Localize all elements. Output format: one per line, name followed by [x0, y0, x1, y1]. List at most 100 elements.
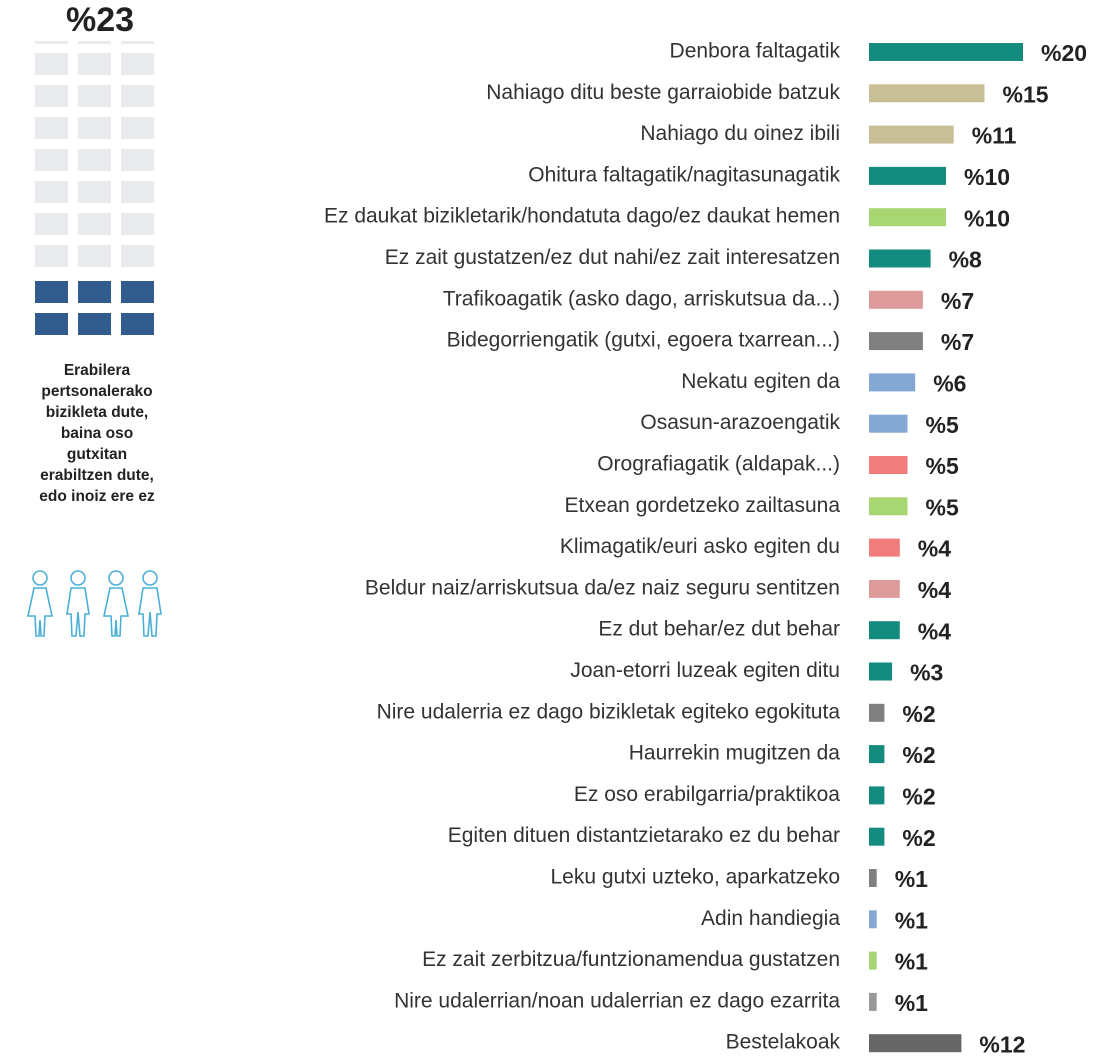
- bar-chart: Denbora faltagatik %20 Nahiago ditu beste …: [324, 40, 1087, 1056]
- bar: [869, 414, 908, 433]
- category-label: Nahiago du oinez ibili: [640, 122, 840, 145]
- waffle-cell: [35, 281, 68, 303]
- value-label: %1: [895, 866, 928, 892]
- category-label: Klimagatik/euri asko egiten du: [560, 535, 840, 558]
- waffle-cell: [35, 181, 68, 203]
- category-label: Nire udalerria ez dago bizikletak egitek…: [377, 700, 841, 723]
- waffle-cell: [35, 213, 68, 235]
- headline: %23: [66, 1, 134, 39]
- value-label: %5: [926, 453, 959, 479]
- people-icons: [27, 570, 162, 637]
- person-icon: [138, 570, 162, 637]
- bar: [869, 290, 923, 309]
- value-label: %15: [1003, 81, 1049, 107]
- category-label: Nahiago ditu beste garraiobide batzuk: [486, 81, 840, 104]
- side-text: Erabilera pertsonalerako bizikleta dute, ba…: [39, 362, 155, 505]
- category-label: Orografiagatik (aldapak...): [597, 453, 840, 476]
- value-label: %11: [972, 123, 1017, 149]
- waffle-cell: [35, 245, 68, 267]
- category-label: Ez oso erabilgarria/praktikoa: [574, 783, 840, 806]
- value-label: %3: [910, 660, 943, 686]
- category-label: Denbora faltagatik: [670, 40, 841, 63]
- bar: [869, 703, 885, 722]
- waffle-cell: [121, 281, 154, 303]
- waffle: [35, 41, 154, 335]
- waffle-cell: [78, 281, 111, 303]
- side-text-line: baina oso: [61, 425, 133, 442]
- value-label: %1: [895, 949, 928, 975]
- waffle-cell: [121, 117, 154, 139]
- waffle-cell: [78, 149, 111, 171]
- bar: [869, 869, 877, 887]
- side-text-line: erabiltzen dute,: [40, 467, 154, 484]
- category-label: Ez dut behar/ez dut behar: [598, 618, 840, 641]
- bar: [869, 1034, 962, 1053]
- side-text-line: bizikleta dute,: [46, 404, 149, 421]
- side-text-line: pertsonalerako: [41, 383, 152, 400]
- waffle-cell: [78, 117, 111, 139]
- bar: [869, 992, 877, 1011]
- waffle-cell: [78, 53, 111, 75]
- value-label: %2: [902, 783, 935, 809]
- bar: [869, 538, 900, 557]
- value-label: %6: [933, 370, 966, 396]
- bar: [869, 497, 908, 516]
- waffle-cell: [78, 85, 111, 107]
- waffle-cell: [35, 313, 68, 335]
- waffle-cell: [35, 41, 68, 44]
- waffle-cell: [121, 85, 154, 107]
- waffle-cell: [35, 85, 68, 107]
- value-label: %1: [895, 990, 928, 1016]
- bar: [869, 208, 946, 227]
- category-label: Beldur naiz/arriskutsua da/ez naiz segur…: [365, 576, 840, 599]
- bar: [869, 125, 954, 144]
- value-label: %4: [918, 577, 951, 603]
- waffle-cell: [78, 213, 111, 235]
- waffle-cell: [121, 41, 154, 44]
- category-label: Joan-etorri luzeak egiten ditu: [570, 659, 840, 682]
- bar: [869, 166, 946, 185]
- side-text-line: gutxitan: [67, 446, 127, 463]
- waffle-cell: [78, 245, 111, 267]
- waffle-cell: [78, 41, 111, 44]
- value-label: %2: [902, 825, 935, 851]
- side-text-line: edo inoiz ere ez: [39, 488, 155, 505]
- category-label: Trafikoagatik (asko dago, arriskutsua da…: [443, 287, 840, 310]
- bar: [869, 951, 877, 970]
- value-label: %4: [918, 618, 951, 644]
- person-icon: [66, 570, 90, 637]
- bar: [869, 827, 885, 846]
- category-label: Ohitura faltagatik/nagitasunagatik: [528, 163, 840, 186]
- waffle-cell: [35, 53, 68, 75]
- bar: [869, 579, 900, 598]
- person-icon: [27, 570, 53, 637]
- category-label: Bestelakoak: [726, 1031, 841, 1054]
- waffle-cell: [121, 245, 154, 267]
- value-label: %10: [964, 164, 1010, 190]
- bar: [869, 43, 1023, 61]
- category-label: Egiten dituen distantzietarako ez du beh…: [448, 824, 840, 847]
- category-label: Etxean gordetzeko zailtasuna: [564, 494, 840, 517]
- category-label: Ez zait gustatzen/ez dut nahi/ez zait in…: [385, 246, 840, 269]
- value-label: %4: [918, 536, 951, 562]
- bar: [869, 249, 931, 268]
- category-label: Nekatu egiten da: [681, 370, 840, 393]
- bar: [869, 786, 885, 805]
- bar: [869, 621, 900, 640]
- category-label: Nire udalerrian/noan udalerrian ez dago …: [394, 989, 840, 1012]
- value-label: %2: [902, 742, 935, 768]
- person-icon: [103, 570, 129, 637]
- value-label: %5: [926, 494, 959, 520]
- category-label: Adin handiegia: [701, 907, 840, 930]
- waffle-cell: [78, 181, 111, 203]
- category-label: Leku gutxi uzteko, aparkatzeko: [550, 866, 840, 889]
- waffle-cell: [121, 213, 154, 235]
- waffle-cell: [35, 117, 68, 139]
- bar: [869, 456, 908, 474]
- side-text-line: Erabilera: [64, 362, 131, 379]
- category-label: Bidegorriengatik (gutxi, egoera txarrean…: [447, 329, 840, 352]
- waffle-cell: [121, 149, 154, 171]
- value-label: %10: [964, 205, 1010, 231]
- waffle-cell: [121, 181, 154, 203]
